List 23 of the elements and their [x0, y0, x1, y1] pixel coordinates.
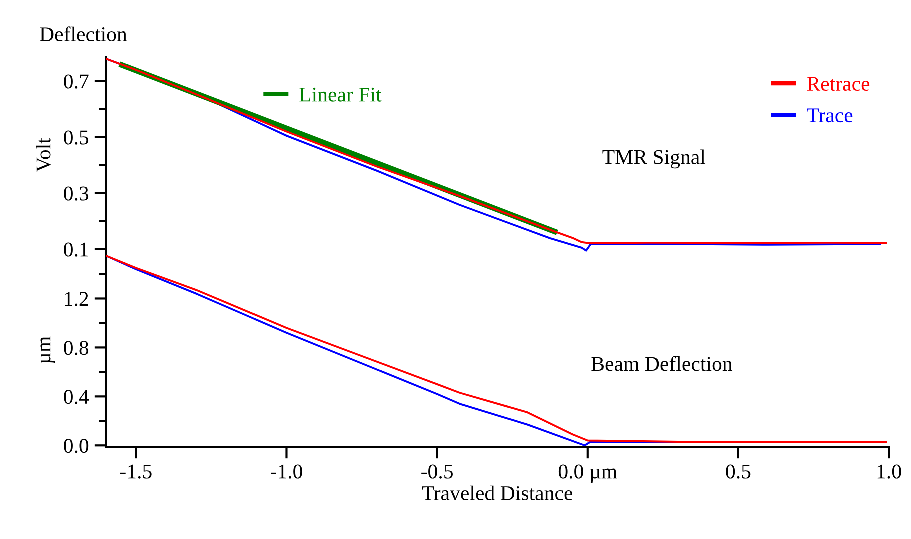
y-tick-label: 0.1 [64, 242, 88, 257]
y-tick-label: 0.5 [64, 130, 89, 145]
legend-label: Retrace [807, 77, 870, 92]
y-tick-label: 0.3 [64, 186, 89, 201]
y-tick-label: 0.0 [64, 439, 89, 454]
y-tick-label: 0.7 [64, 74, 89, 89]
x-tick-label: 1.0 [878, 464, 902, 479]
y-tick-label: 0.4 [64, 390, 90, 404]
annotation: Beam Deflection [592, 356, 733, 372]
legend-label: Linear Fit [300, 88, 382, 102]
annotation: TMR Signal [602, 150, 706, 169]
y-tick-label: 0.8 [64, 341, 89, 356]
x-axis-title: Traveled Distance [422, 486, 573, 500]
chart-title: Deflection [40, 26, 128, 42]
x-tick-label: 0.5 [726, 464, 751, 479]
x-tick-label: -0.5 [422, 464, 453, 479]
x-tick-label: 0.0 µm [558, 464, 618, 484]
y-axis-title: µm [40, 336, 55, 364]
y-tick-label: 1.2 [65, 292, 88, 306]
y-axis-title: Volt [36, 138, 51, 172]
x-tick-label: -1.0 [271, 464, 302, 479]
legend-label: Trace [807, 108, 853, 123]
x-tick-label: -1.5 [120, 464, 152, 479]
